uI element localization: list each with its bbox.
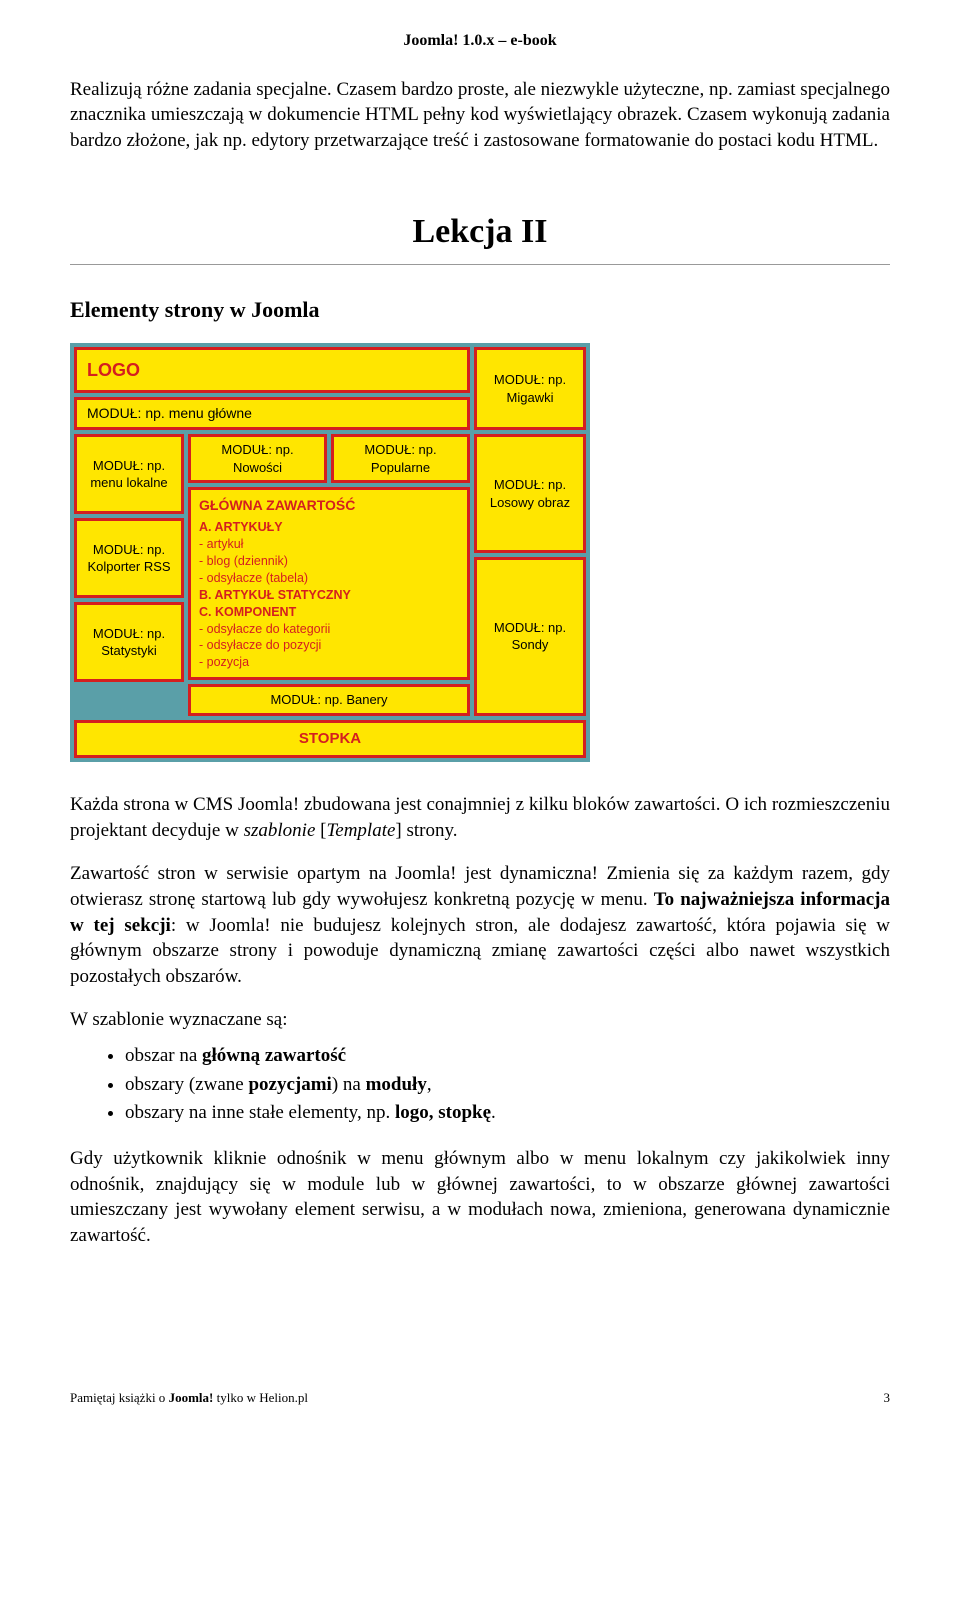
diagram-main-title: GŁÓWNA ZAWARTOŚĆ [199, 496, 459, 515]
bp2-c: : w Joomla! nie budujesz kolejnych stron… [70, 915, 890, 987]
b2-bold: logo, stopkę [395, 1102, 491, 1123]
diagram-right-column: MODUŁ: np. Losowy obraz MODUŁ: np. Sondy [474, 434, 586, 715]
diagram-left-column: MODUŁ: np. menu lokalne MODUŁ: np. Kolpo… [74, 434, 184, 715]
diagram-main-c1: - odsyłacze do pozycji [199, 637, 459, 654]
diagram-main-a1: - blog (dziennik) [199, 553, 459, 570]
diagram-mid-0: MODUŁ: np. Nowości [188, 434, 327, 483]
diagram-main-lineA: A. ARTYKUŁY [199, 519, 459, 536]
body-para-4: Gdy użytkownik kliknie odnośnik w menu g… [70, 1146, 890, 1249]
diagram-logo: LOGO [74, 347, 470, 393]
diagram-left-2: MODUŁ: np. Statystyki [74, 602, 184, 682]
body-para-2: Zawartość stron w serwisie opartym na Jo… [70, 861, 890, 989]
diagram-left-0: MODUŁ: np. menu lokalne [74, 434, 184, 514]
diagram-footer: STOPKA [74, 720, 586, 758]
diagram-left-1: MODUŁ: np. Kolporter RSS [74, 518, 184, 598]
diagram-menu-top: MODUŁ: np. menu główne [74, 397, 470, 430]
diagram-main-content: GŁÓWNA ZAWARTOŚĆ A. ARTYKUŁY - artykuł -… [188, 487, 470, 680]
diagram-main-c2: - pozycja [199, 654, 459, 671]
diagram-main-lineB: B. ARTYKUŁ STATYCZNY [199, 587, 459, 604]
bullet-list: obszar na główną zawartość obszary (zwan… [70, 1043, 890, 1126]
intro-paragraph: Realizują różne zadania specjalne. Czase… [70, 77, 890, 154]
page-number: 3 [884, 1389, 891, 1407]
page-footer: Pamiętaj książki o Joomla! tylko w Helio… [70, 1389, 890, 1407]
bp1-d: Template [326, 820, 395, 841]
footer-left: Pamiętaj książki o Joomla! tylko w Helio… [70, 1389, 308, 1407]
bullet-1: obszary (zwane pozycjami) na moduły, [125, 1072, 890, 1098]
b1-pre: obszary (zwane [125, 1074, 248, 1095]
layout-diagram: LOGO MODUŁ: np. menu główne MODUŁ: np. M… [70, 343, 590, 762]
b2-post: . [491, 1102, 496, 1123]
bp1-e: ] strony. [395, 820, 457, 841]
diagram-right-1: MODUŁ: np. Sondy [474, 557, 586, 716]
diagram-main-lineC: C. KOMPONENT [199, 604, 459, 621]
lesson-title: Lekcja II [70, 209, 890, 255]
doc-header: Joomla! 1.0.x – e-book [70, 30, 890, 52]
bullet-0: obszar na główną zawartość [125, 1043, 890, 1069]
body-para-1: Każda strona w CMS Joomla! zbudowana jes… [70, 792, 890, 843]
title-divider [70, 264, 890, 265]
fl-a: Pamiętaj książki o [70, 1390, 169, 1405]
section-subheading: Elementy strony w Joomla [70, 295, 890, 325]
b1-post: ) na [332, 1074, 366, 1095]
diagram-mid-1: MODUŁ: np. Popularne [331, 434, 470, 483]
bp1-b: szablonie [244, 820, 316, 841]
b1-tail-bold: moduły [366, 1074, 427, 1095]
diagram-right-top: MODUŁ: np. Migawki [474, 347, 586, 430]
body-para-3: W szablonie wyznaczane są: [70, 1007, 890, 1033]
bp1-c: [ [315, 820, 326, 841]
bp1-a: Każda strona w CMS Joomla! zbudowana jes… [70, 794, 890, 841]
b1-tail-post: , [427, 1074, 432, 1095]
diagram-middle-column: MODUŁ: np. Nowości MODUŁ: np. Popularne … [188, 434, 470, 715]
fl-b: Joomla! [169, 1390, 214, 1405]
b1-bold: pozycjami [248, 1074, 331, 1095]
b0-pre: obszar na [125, 1045, 202, 1066]
b0-bold: główną zawartość [202, 1045, 346, 1066]
diagram-right-0: MODUŁ: np. Losowy obraz [474, 434, 586, 553]
fl-c: tylko w Helion.pl [213, 1390, 308, 1405]
bullet-2: obszary na inne stałe elementy, np. logo… [125, 1100, 890, 1126]
diagram-main-a2: - odsyłacze (tabela) [199, 570, 459, 587]
diagram-main-c0: - odsyłacze do kategorii [199, 621, 459, 638]
diagram-main-a0: - artykuł [199, 536, 459, 553]
b2-pre: obszary na inne stałe elementy, np. [125, 1102, 395, 1123]
diagram-banner: MODUŁ: np. Banery [188, 684, 470, 716]
